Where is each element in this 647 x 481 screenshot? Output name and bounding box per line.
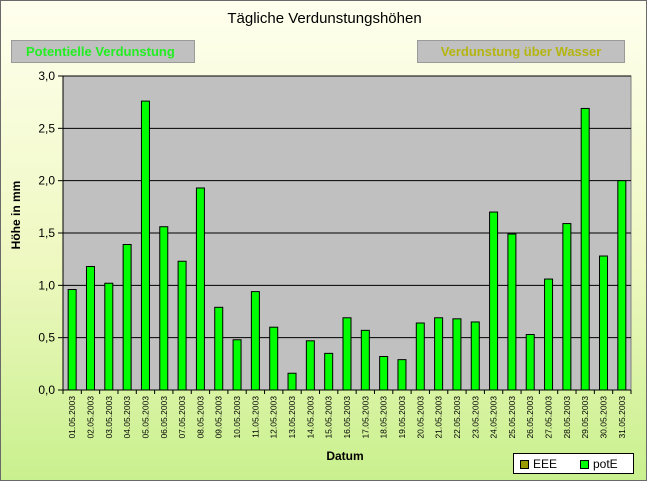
- bar: [269, 326, 279, 391]
- bar: [452, 318, 462, 391]
- x-tick-label: 09.05.2003: [214, 396, 224, 439]
- x-tick-label: 26.05.2003: [525, 396, 535, 439]
- x-tick-label: 27.05.2003: [544, 396, 554, 439]
- y-tick-label: 1,5: [38, 226, 55, 240]
- legend-item-pote: potE: [580, 457, 618, 471]
- bar: [562, 223, 572, 391]
- bar: [250, 291, 260, 391]
- bar: [232, 339, 242, 391]
- potential-evaporation-button[interactable]: Potentielle Verdunstung: [11, 40, 195, 63]
- y-tick-label: 2,0: [38, 174, 55, 188]
- bar: [617, 180, 627, 391]
- y-axis-label: Höhe in mm: [9, 181, 23, 250]
- legend-swatch-eee: [520, 459, 529, 469]
- x-tick-label: 04.05.2003: [122, 396, 132, 439]
- x-tick-label: 31.05.2003: [617, 396, 627, 439]
- bar: [470, 321, 480, 391]
- bar: [507, 233, 517, 391]
- bar: [177, 260, 187, 391]
- x-tick-label: 10.05.2003: [232, 396, 242, 439]
- y-tick-label: 2,5: [38, 121, 55, 135]
- bar: [159, 226, 169, 391]
- x-tick-label: 19.05.2003: [397, 396, 407, 439]
- x-tick-label: 05.05.2003: [140, 396, 150, 439]
- x-tick-label: 29.05.2003: [580, 396, 590, 439]
- x-tick-label: 30.05.2003: [599, 396, 609, 439]
- bar: [324, 352, 334, 391]
- x-tick-label: 28.05.2003: [562, 396, 572, 439]
- x-tick-label: 17.05.2003: [360, 396, 370, 439]
- bar: [140, 100, 150, 391]
- water-evaporation-button[interactable]: Verdunstung über Wasser: [417, 40, 625, 63]
- bar: [379, 356, 389, 391]
- x-tick-label: 15.05.2003: [324, 396, 334, 439]
- y-tick-label: 3,0: [38, 69, 55, 83]
- x-tick-label: 20.05.2003: [415, 396, 425, 439]
- x-tick-label: 18.05.2003: [379, 396, 389, 439]
- bar: [67, 289, 77, 391]
- x-axis-label: Datum: [326, 449, 363, 463]
- bar: [525, 334, 535, 391]
- bar: [415, 322, 425, 391]
- x-tick-label: 01.05.2003: [67, 396, 77, 439]
- x-tick-label: 12.05.2003: [269, 396, 279, 439]
- bar: [122, 244, 132, 391]
- bar: [104, 282, 114, 391]
- x-tick-label: 16.05.2003: [342, 396, 352, 439]
- x-tick-label: 13.05.2003: [287, 396, 297, 439]
- legend: EEE potE: [513, 453, 634, 474]
- bar: [434, 317, 444, 391]
- bar: [85, 265, 95, 391]
- legend-label-pote: potE: [593, 457, 618, 471]
- bar: [342, 317, 352, 391]
- x-tick-label: 24.05.2003: [489, 396, 499, 439]
- x-tick-label: 23.05.2003: [470, 396, 480, 439]
- legend-label-eee: EEE: [533, 457, 558, 471]
- x-tick-label: 08.05.2003: [195, 396, 205, 439]
- bar: [544, 278, 554, 391]
- x-tick-label: 22.05.2003: [452, 396, 462, 439]
- x-tick-label: 11.05.2003: [250, 396, 260, 438]
- bar: [489, 211, 499, 391]
- bar: [287, 372, 297, 391]
- y-tick-label: 0,5: [38, 331, 55, 345]
- legend-swatch-pote: [580, 459, 589, 469]
- bar: [305, 340, 315, 391]
- chart-title: Tägliche Verdunstungshöhen: [227, 10, 422, 27]
- bar: [195, 187, 205, 391]
- bar: [397, 359, 407, 391]
- x-tick-label: 07.05.2003: [177, 396, 187, 439]
- bar: [599, 255, 609, 391]
- x-tick-label: 06.05.2003: [159, 396, 169, 439]
- bar: [360, 329, 370, 391]
- x-tick-label: 14.05.2003: [305, 396, 315, 439]
- bar: [214, 306, 224, 391]
- bar: [580, 107, 590, 391]
- x-tick-label: 21.05.2003: [434, 396, 444, 439]
- y-tick-label: 0,0: [38, 383, 55, 397]
- x-tick-label: 25.05.2003: [507, 396, 517, 439]
- x-tick-label: 02.05.2003: [85, 396, 95, 439]
- legend-item-eee: EEE: [520, 457, 557, 471]
- y-tick-label: 1,0: [38, 278, 55, 292]
- x-tick-label: 03.05.2003: [104, 396, 114, 439]
